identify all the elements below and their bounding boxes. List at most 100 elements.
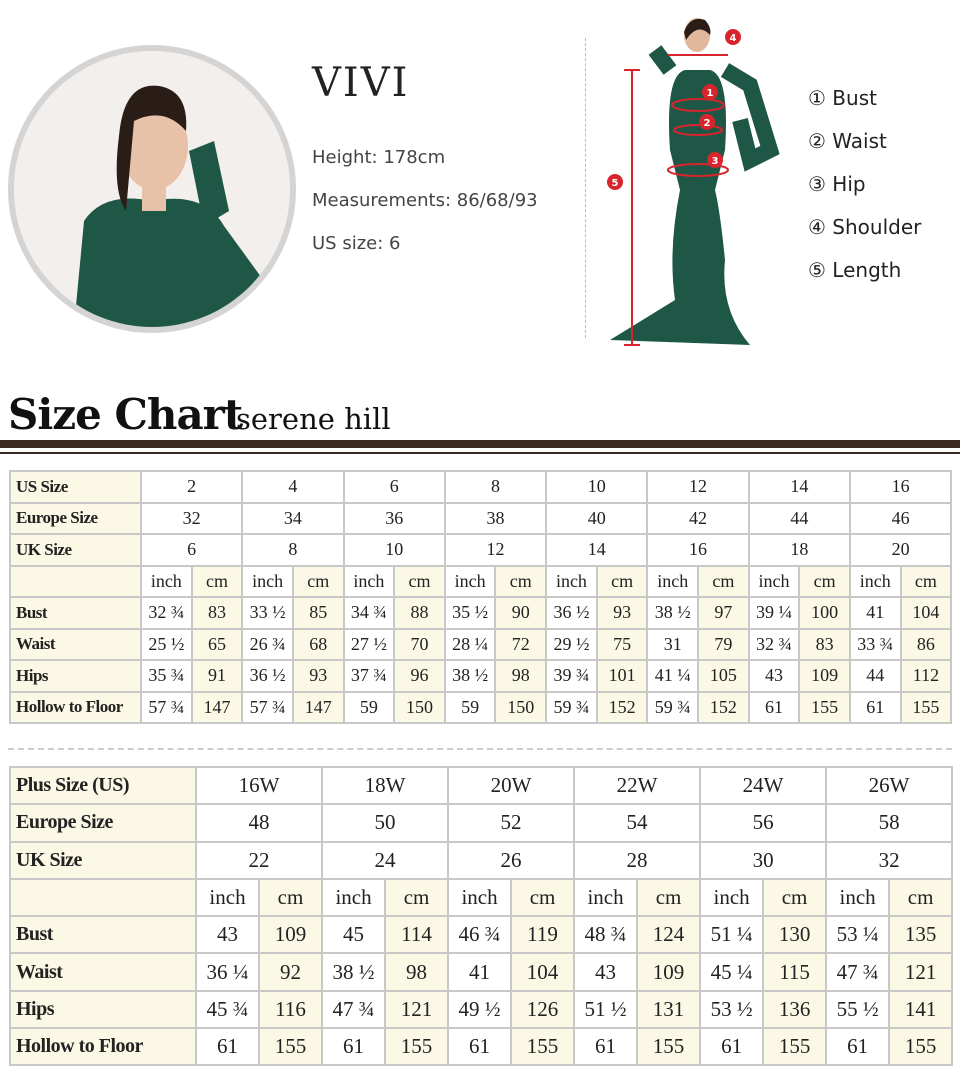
marker-1 [702,84,718,100]
waist-cm-cell: 72 [494,627,548,661]
unit-cm: cm [494,564,548,598]
us-size-cell: 18W [321,765,450,806]
us-size-cell: 12 [646,470,750,504]
hollow-inch-cell: 61 [747,690,801,724]
bust-row: Bust 32 ¾ 83 33 ½ 85 34 ¾ 88 35 ½ 90 36 ½ 93 38 ½ 97… [9,596,953,630]
plus-size-table: Plus Size (US) 16W 18W 20W 22W 24W 26W Europe S… [9,765,954,1067]
unit-inch: inch [447,877,513,918]
marker-2 [699,114,715,130]
unit-inch: inch [825,877,891,918]
row-label: Hollow to Floor [9,690,142,724]
europe-size-cell: 34 [241,501,345,535]
uk-size-cell: 18 [747,533,851,567]
unit-inch: inch [545,564,598,598]
legend-label: Shoulder [832,215,922,239]
unit-cm: cm [190,564,244,598]
unit-cm: cm [291,564,345,598]
row-label: UK Size [9,533,142,567]
legend-label: Length [832,258,902,282]
europe-size-cell: 56 [699,803,828,843]
hips-cm-cell: 91 [190,659,244,693]
bust-cm-cell: 88 [393,596,446,630]
row-label: Europe Size [9,803,197,843]
row-label: US Size [9,470,142,504]
waist-cm-cell: 68 [291,627,345,661]
legend-hip: ③ Hip [808,172,866,196]
bust-cm-cell: 97 [697,596,750,630]
us-size-cell: 16 [848,470,953,504]
marker-5-label: 5 [612,178,619,189]
uk-size-cell: 30 [699,840,828,880]
hips-inch-cell: 36 ½ [241,659,294,693]
unit-row: inch cm inch cm inch cm inch cm inch cm inch cm [9,877,954,918]
europe-size-cell: 40 [545,501,649,535]
hollow-cm-cell: 155 [384,1027,450,1067]
us-size-row: US Size 2 4 6 8 10 12 14 16 [9,470,953,504]
hollow-cm-cell: 155 [636,1027,702,1067]
legend-bust: ① Bust [808,86,877,110]
bust-inch-cell: 36 ½ [545,596,598,630]
uk-size-cell: 8 [241,533,345,567]
marker-4 [725,29,741,45]
bust-cm-cell: 104 [899,596,953,630]
hollow-inch-cell: 59 ¾ [646,690,700,724]
us-size-cell: 16W [194,765,324,806]
row-label: Bust [9,915,197,955]
unit-cm: cm [798,564,851,598]
hips-inch-cell: 44 [848,659,902,693]
unit-inch: inch [573,877,639,918]
dashed-divider [8,748,952,750]
unit-cm: cm [636,877,702,918]
uk-size-cell: 6 [139,533,244,567]
measurement-figure: 4 1 2 3 5 [607,18,780,346]
waist-cm-cell: 121 [888,952,954,992]
us-size-cell: 2 [139,470,244,504]
bust-inch-cell: 43 [195,915,260,955]
bust-cm-cell: 114 [384,915,450,955]
model-height: Height: 178cm [312,147,445,168]
europe-size-cell: 46 [848,501,953,535]
hips-inch-cell: 51 ½ [573,989,639,1030]
legend-number: ② [808,129,826,153]
europe-size-row: Europe Size 32 34 36 38 40 42 44 46 [9,501,953,535]
waist-cm-cell: 79 [697,627,750,661]
hollow-cm-cell: 147 [190,690,244,724]
waist-inch-cell: 31 [646,627,700,661]
bust-cm-cell: 90 [494,596,548,630]
marker-5 [607,174,623,190]
bust-inch-cell: 35 ½ [443,596,497,630]
row-label-empty [9,877,197,918]
unit-inch: inch [342,564,396,598]
unit-cm: cm [697,564,750,598]
bust-inch-cell: 38 ½ [646,596,700,630]
model-us-size: US size: 6 [312,233,400,254]
hips-cm-cell: 105 [697,659,750,693]
legend-number: ⑤ [808,258,826,282]
waist-inch-cell: 36 ¼ [195,952,260,992]
unit-cm: cm [510,877,576,918]
hollow-inch-cell: 57 ¾ [140,690,193,724]
title-rule [0,440,960,448]
bust-inch-cell: 39 ¼ [747,596,801,630]
waist-row: Waist 25 ½ 65 26 ¾ 68 27 ½ 70 28 ¼ 72 29 ½ 75 31 79 3… [9,627,953,661]
marker-4-label: 4 [730,33,737,44]
waist-cm-cell: 65 [190,627,244,661]
hollow-cm-cell: 150 [494,690,548,724]
hips-inch-cell: 49 ½ [447,989,513,1030]
legend-number: ③ [808,172,826,196]
bust-inch-cell: 46 ¾ [447,915,513,955]
us-size-cell: 6 [342,470,446,504]
hips-row: Hips 45 ¾ 116 47 ¾ 121 49 ½ 126 51 ½ 131 53 ½ 136 5… [9,989,954,1030]
hollow-row: Hollow to Floor 61 155 61 155 61 155 61 155 61 155… [9,1027,954,1067]
unit-inch: inch [646,564,700,598]
bust-cm-cell: 119 [510,915,576,955]
unit-inch: inch [848,564,902,598]
bust-cm-cell: 124 [636,915,702,955]
uk-size-cell: 12 [443,533,548,567]
marker-1-label: 1 [707,88,714,99]
waist-inch-cell: 27 ½ [342,627,396,661]
bust-inch-cell: 41 [848,596,902,630]
unit-inch: inch [321,877,387,918]
hips-cm-cell: 109 [798,659,851,693]
